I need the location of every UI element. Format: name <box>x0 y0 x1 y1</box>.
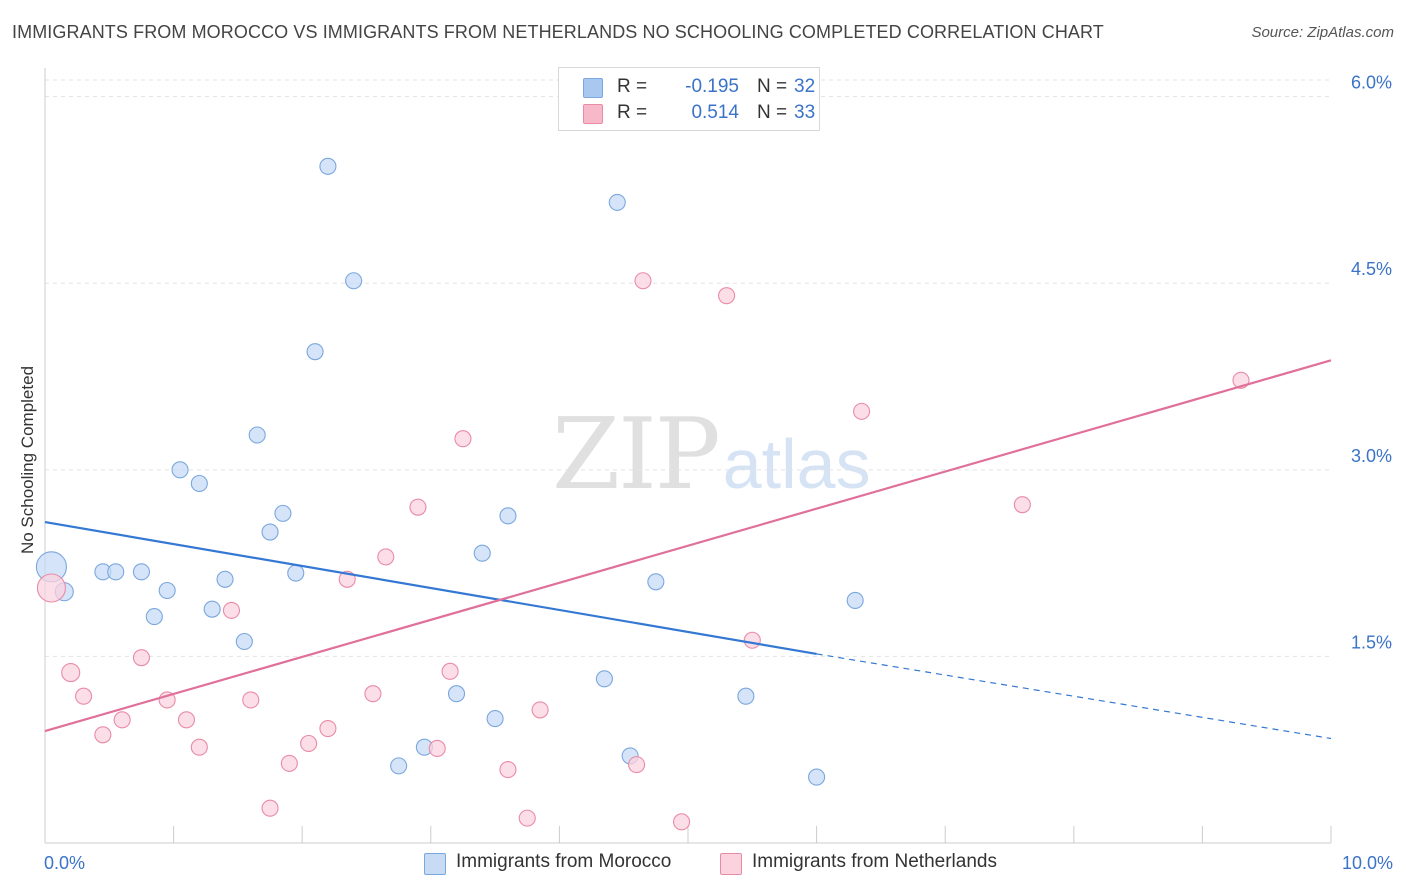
data-point <box>628 756 646 774</box>
data-point <box>261 523 279 541</box>
y-tick-label: 3.0% <box>1351 446 1392 466</box>
y-tick-label: 4.5% <box>1351 259 1392 279</box>
data-point <box>499 507 517 525</box>
data-point <box>518 809 536 827</box>
data-point <box>36 573 66 603</box>
data-point <box>242 691 260 709</box>
stats-r-value: -0.195 <box>685 76 739 97</box>
data-point <box>177 711 196 729</box>
stats-swatch-morocco <box>583 78 603 98</box>
y-tick-label: 6.0% <box>1351 73 1392 93</box>
data-point <box>261 799 279 817</box>
data-point <box>531 701 549 719</box>
data-point <box>158 581 176 600</box>
stats-n-label: N = <box>757 76 788 97</box>
stats-r-label: R = <box>617 102 648 123</box>
data-point <box>107 563 125 581</box>
data-point <box>171 461 189 479</box>
legend-label-morocco: Immigrants from Morocco <box>456 851 672 872</box>
data-point <box>306 343 324 361</box>
data-point <box>853 402 871 420</box>
data-point <box>364 685 382 703</box>
data-point <box>390 757 408 775</box>
watermark-atlas: atlas <box>722 425 871 503</box>
data-point <box>441 662 459 680</box>
data-point <box>235 632 253 651</box>
data-point <box>473 544 491 562</box>
x-tick-label: 10.0% <box>1342 853 1393 873</box>
data-point <box>345 272 363 290</box>
watermark: ZIPatlas <box>552 398 871 512</box>
data-point <box>1013 496 1031 514</box>
data-point <box>190 474 208 493</box>
data-point <box>274 504 292 522</box>
data-point <box>718 287 736 305</box>
data-point <box>132 563 150 581</box>
data-point <box>647 573 665 591</box>
trend-line-morocco <box>44 520 817 656</box>
data-point <box>94 726 112 744</box>
data-point <box>145 608 163 626</box>
stats-box: R = -0.195 N = 32 R = 0.514 N = 33 <box>558 67 820 131</box>
x-tick-label: 0.0% <box>44 853 85 873</box>
data-point <box>190 738 208 756</box>
watermark-zip: ZIP <box>552 398 721 512</box>
data-point <box>113 711 131 729</box>
data-point <box>743 631 761 649</box>
stats-r-label: R = <box>617 76 648 97</box>
y-axis-label-wrap: No Schooling Completed <box>18 366 38 554</box>
data-point <box>447 685 466 703</box>
data-point <box>808 768 826 786</box>
data-point <box>75 687 93 705</box>
source-label: Source: ZipAtlas.com <box>1251 24 1394 41</box>
data-point <box>737 687 755 705</box>
legend-swatch-morocco <box>424 853 446 875</box>
data-point <box>248 426 266 444</box>
data-point <box>280 754 298 772</box>
series-points-netherlands <box>36 272 1250 831</box>
data-point <box>608 193 626 211</box>
data-point <box>319 720 337 738</box>
stats-n-value: 32 <box>794 76 816 97</box>
y-axis-label: No Schooling Completed <box>18 365 37 555</box>
stats-swatch-netherlands <box>583 104 603 124</box>
data-point <box>486 710 504 728</box>
data-point <box>595 670 613 688</box>
data-point <box>428 739 446 758</box>
legend-swatch-netherlands <box>720 853 742 875</box>
chart-title: IMMIGRANTS FROM MOROCCO VS IMMIGRANTS FR… <box>12 22 1104 42</box>
data-point <box>499 761 517 779</box>
data-point <box>846 591 864 609</box>
data-point <box>634 272 652 290</box>
data-point <box>203 600 221 618</box>
legend-label-netherlands: Immigrants from Netherlands <box>752 851 997 872</box>
y-tick-label: 1.5% <box>1351 632 1392 652</box>
data-point <box>409 498 427 516</box>
stats-n-value: 33 <box>794 102 816 123</box>
series-points-morocco <box>35 157 864 786</box>
data-point <box>300 734 318 753</box>
data-point <box>61 663 81 683</box>
trend-line-netherlands <box>44 359 1332 733</box>
data-point <box>132 649 150 667</box>
data-point <box>377 548 395 566</box>
stats-n-label: N = <box>757 102 788 123</box>
data-point <box>287 564 305 582</box>
data-point <box>673 813 691 831</box>
data-point <box>216 570 234 588</box>
data-point <box>454 430 472 448</box>
data-point <box>319 157 337 175</box>
data-point <box>222 601 241 619</box>
trend-line-morocco-extension <box>816 653 1332 740</box>
stats-r-value: 0.514 <box>691 102 739 123</box>
